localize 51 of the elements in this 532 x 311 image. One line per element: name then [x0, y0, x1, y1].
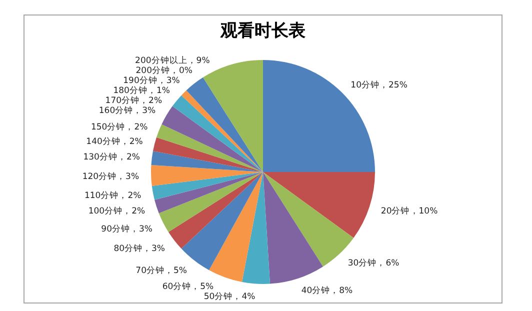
- slice-label: 10分钟: [350, 79, 380, 90]
- data-label: ，25%: [380, 80, 408, 90]
- pie-slice: [242, 172, 270, 284]
- chart-title: 观看时长表: [220, 21, 306, 41]
- slice-label: 160分钟: [98, 105, 134, 116]
- slice-label: 200分钟以上: [135, 55, 188, 66]
- slice-label: 60分钟: [162, 280, 192, 292]
- data-label: ，3%: [142, 244, 166, 254]
- data-label: ，10%: [410, 206, 438, 216]
- data-label: ，5%: [191, 282, 214, 292]
- pie-slice: [152, 137, 263, 172]
- data-label: ，6%: [376, 258, 400, 268]
- slice-label: 40分钟: [301, 284, 330, 296]
- slice-label: 30分钟: [348, 257, 377, 268]
- pie-slice: [263, 172, 375, 238]
- slice-label: 90分钟: [101, 223, 130, 234]
- slice-label: 170分钟: [105, 95, 140, 106]
- slice-label: 110分钟: [84, 190, 119, 202]
- data-label: ，3%: [157, 76, 180, 86]
- data-label: ，3%: [133, 106, 156, 116]
- slice-label: 100分钟: [88, 205, 123, 216]
- slice-label: 120分钟: [82, 170, 117, 182]
- data-label: ，3%: [116, 172, 140, 182]
- data-label: ，2%: [122, 206, 146, 216]
- data-label: ，2%: [117, 152, 140, 162]
- pie-slice: [151, 164, 263, 186]
- pie-slice: [263, 172, 324, 284]
- slice-label: 50分钟: [204, 290, 233, 302]
- data-label: ，5%: [164, 266, 187, 276]
- slice-label: 150分钟: [90, 121, 126, 132]
- slice-label: 130分钟: [83, 151, 118, 162]
- data-label: ，2%: [140, 96, 162, 106]
- data-label: ，2%: [125, 122, 148, 132]
- slice-label: 70分钟: [136, 264, 164, 276]
- pie-slice: [168, 172, 263, 249]
- data-label: ，9%: [187, 56, 210, 66]
- slice-label: 190分钟: [123, 75, 158, 86]
- data-label: ，4%: [232, 292, 256, 302]
- data-label: ，2%: [120, 137, 143, 148]
- slice-label: 180分钟: [113, 85, 148, 96]
- slice-label: 20分钟: [380, 205, 410, 216]
- pie-slice: [152, 172, 263, 200]
- category-label: 200分钟: [136, 66, 170, 76]
- data-label: ，2%: [118, 191, 142, 202]
- text: ，0%: [170, 66, 192, 76]
- slice-label: 140分钟: [86, 136, 120, 148]
- slice-label: 80分钟: [114, 243, 143, 254]
- data-label: ，1%: [147, 86, 170, 96]
- data-label: ，8%: [330, 286, 353, 296]
- data-label: ，3%: [130, 224, 153, 234]
- pie-slice: [209, 172, 263, 282]
